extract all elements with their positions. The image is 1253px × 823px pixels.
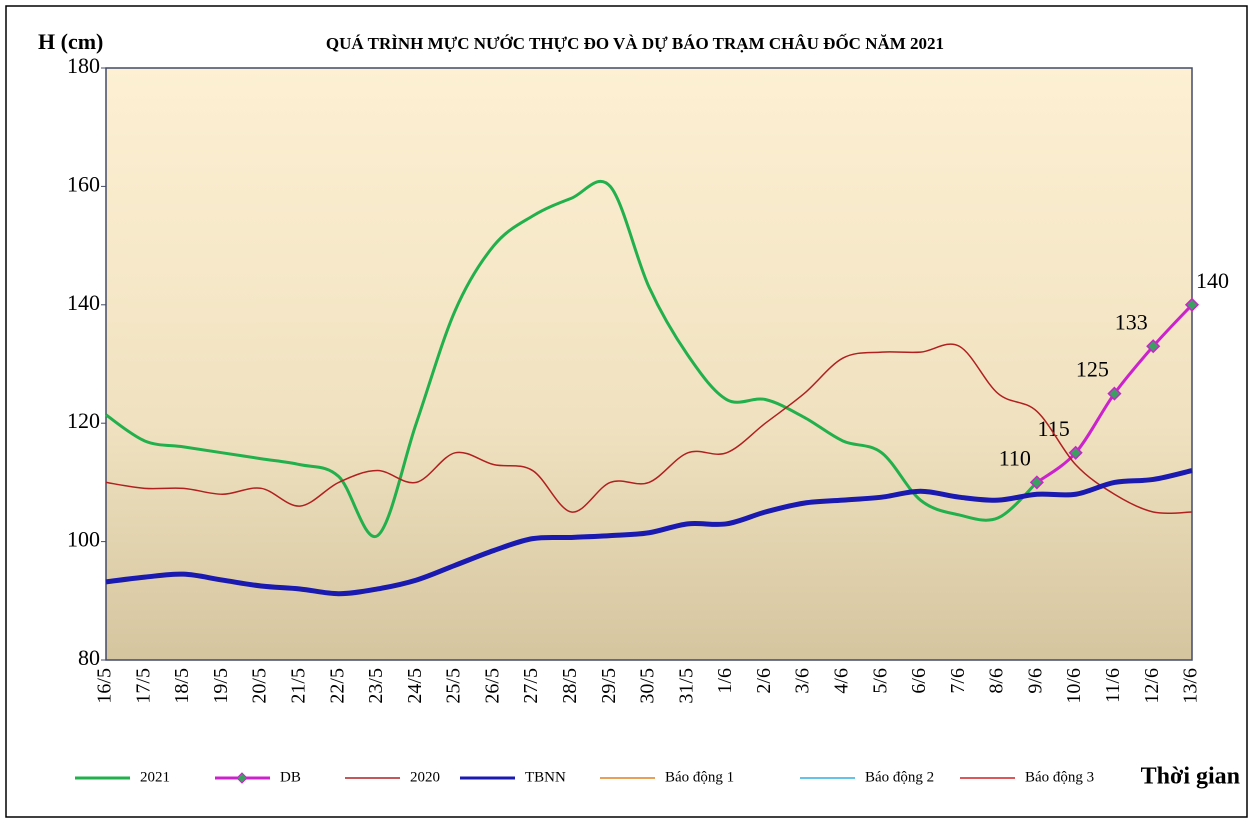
x-tick-label: 19/5 (210, 668, 232, 704)
legend-label: DB (280, 769, 301, 785)
data-label: 140 (1196, 268, 1229, 293)
data-point (1068, 445, 1083, 460)
series-line (105, 179, 1038, 538)
x-tick-label: 13/6 (1180, 668, 1202, 704)
data-point (1184, 297, 1200, 312)
x-tick-label: 6/6 (908, 668, 930, 694)
y-tick-label: 100 (67, 527, 100, 552)
legend-label: Báo động 2 (865, 769, 934, 785)
legend-label: Báo động 3 (1025, 769, 1094, 785)
data-label: 110 (999, 445, 1031, 470)
data-label: 125 (1076, 357, 1109, 382)
legend-label: 2020 (410, 769, 440, 785)
x-tick-label: 21/5 (288, 668, 310, 704)
data-label: 133 (1115, 309, 1148, 334)
x-tick-label: 11/6 (1102, 668, 1124, 703)
x-tick-label: 5/6 (869, 668, 891, 694)
legend-label: Báo động 1 (665, 769, 734, 785)
data-label: 115 (1038, 416, 1070, 441)
x-tick-label: 8/6 (986, 668, 1008, 694)
x-tick-label: 20/5 (249, 668, 271, 704)
x-tick-label: 1/6 (714, 668, 736, 694)
y-tick-label: 140 (67, 290, 100, 315)
x-tick-label: 18/5 (171, 668, 193, 704)
legend-label: 2021 (140, 769, 170, 785)
data-point (1107, 386, 1122, 401)
data-point (1146, 339, 1161, 354)
legend-marker (236, 772, 248, 784)
data-point (1029, 475, 1044, 490)
x-tick-label: 17/5 (132, 668, 154, 704)
x-tick-label: 22/5 (326, 668, 348, 704)
legend-label: TBNN (525, 769, 566, 785)
x-tick-label: 10/6 (1063, 668, 1085, 704)
chart-title: QUÁ TRÌNH MỰC NƯỚC THỰC ĐO VÀ DỰ BÁO TRẠ… (326, 33, 944, 53)
y-axis-label: H (cm) (38, 29, 103, 54)
x-tick-label: 26/5 (481, 668, 503, 704)
x-tick-label: 12/6 (1141, 668, 1163, 704)
x-tick-label: 9/6 (1024, 668, 1046, 694)
y-tick-label: 180 (67, 53, 100, 78)
x-tick-label: 4/6 (831, 668, 853, 694)
x-tick-label: 30/5 (637, 668, 659, 704)
x-tick-label: 27/5 (520, 668, 542, 704)
x-tick-label: 2/6 (753, 668, 775, 694)
x-tick-label: 29/5 (598, 668, 620, 704)
x-tick-label: 3/6 (792, 668, 814, 694)
y-tick-label: 80 (78, 645, 100, 670)
x-tick-label: 28/5 (559, 668, 581, 704)
series-line (105, 468, 1193, 597)
plot-area (105, 67, 1193, 661)
x-tick-label: 16/5 (94, 668, 116, 704)
x-tick-label: 24/5 (404, 668, 426, 704)
y-tick-label: 160 (67, 171, 100, 196)
x-axis-label: Thời gian (1141, 764, 1240, 790)
x-tick-label: 25/5 (443, 668, 465, 704)
x-tick-label: 7/6 (947, 668, 969, 694)
x-tick-label: 31/5 (675, 668, 697, 704)
y-tick-label: 120 (67, 408, 100, 433)
series-line (105, 343, 1193, 515)
x-tick-label: 23/5 (365, 668, 387, 704)
